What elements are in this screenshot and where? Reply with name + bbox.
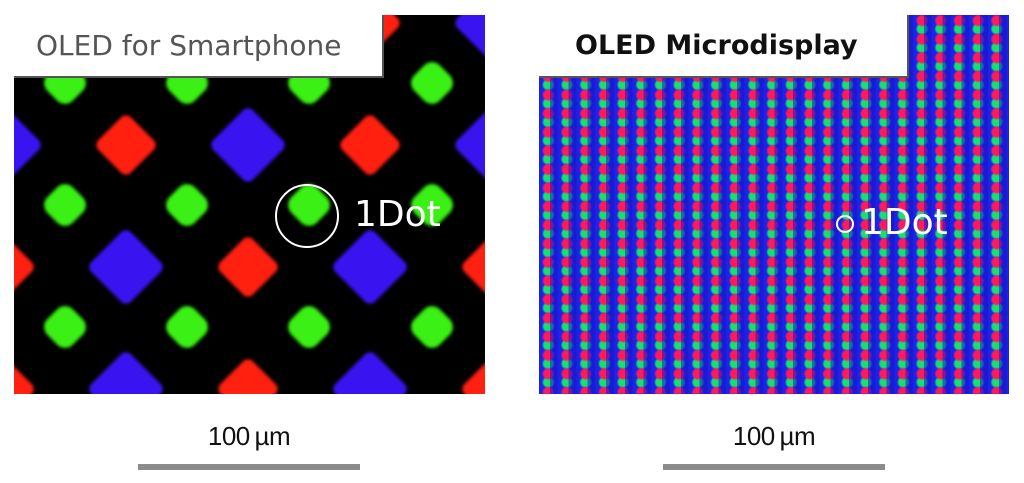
scale-bar-line — [138, 464, 360, 470]
microdisplay-oled-micrograph: OLED Microdisplay 1Dot — [539, 15, 1009, 394]
scale-bar-left: 100 µm — [138, 420, 360, 470]
dot-annotation-label: 1Dot — [354, 194, 441, 235]
green-subpixel — [39, 301, 91, 353]
green-subpixel — [406, 57, 458, 109]
red-subpixel — [14, 234, 37, 300]
blue-subpixel — [86, 349, 166, 394]
green-subpixel — [161, 179, 213, 231]
smartphone-oled-micrograph: OLED for Smartphone 1Dot — [14, 15, 485, 394]
blue-subpixel — [330, 227, 410, 307]
red-subpixel — [14, 356, 37, 394]
dot-highlight-circle-icon — [836, 215, 854, 233]
red-subpixel — [459, 356, 485, 394]
red-subpixel — [337, 112, 403, 178]
red-subpixel — [93, 112, 159, 178]
scale-bar-right: 100 µm — [663, 420, 885, 470]
scale-bar-line — [663, 464, 885, 470]
microdisplay-oled-title: OLED Microdisplay — [539, 15, 909, 78]
blue-subpixel — [14, 105, 44, 185]
green-subpixel — [161, 301, 213, 353]
blue-subpixel — [452, 15, 485, 63]
blue-subpixel — [208, 105, 288, 185]
red-subpixel — [459, 234, 485, 300]
green-subpixel — [406, 301, 458, 353]
blue-subpixel — [452, 105, 485, 185]
scale-label: 100 µm — [207, 421, 291, 451]
blue-subpixel — [330, 349, 410, 394]
dot-annotation-label: 1Dot — [861, 202, 948, 243]
dot-highlight-circle-icon — [275, 184, 339, 248]
red-subpixel — [215, 356, 281, 394]
red-subpixel — [215, 234, 281, 300]
microdisplay-column-overlay — [539, 15, 1009, 394]
smartphone-oled-title: OLED for Smartphone — [14, 15, 384, 78]
scale-label: 100 µm — [732, 421, 816, 451]
green-subpixel — [283, 301, 335, 353]
green-subpixel — [39, 179, 91, 231]
blue-subpixel — [86, 227, 166, 307]
